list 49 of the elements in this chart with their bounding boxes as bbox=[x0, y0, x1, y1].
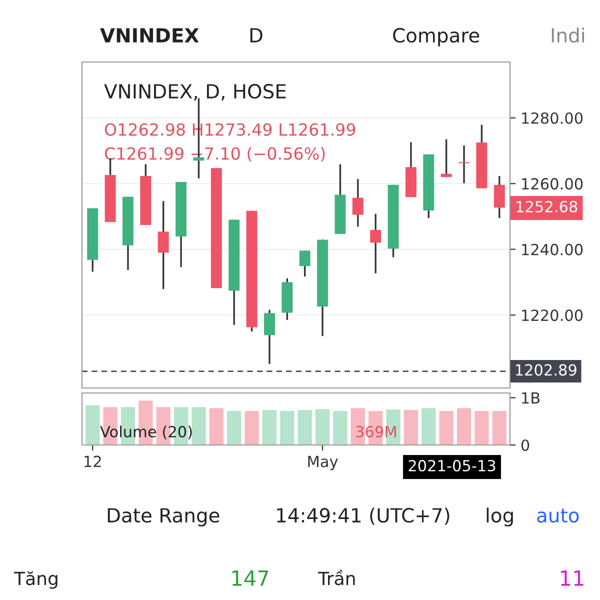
bar bbox=[404, 410, 418, 445]
text: Indi bbox=[552, 28, 584, 43]
candlestick bbox=[264, 308, 275, 365]
bar bbox=[333, 410, 348, 445]
candlestick bbox=[370, 212, 382, 274]
ref-line-label: 1202.89 bbox=[516, 364, 576, 376]
annotation: Volume (20) bbox=[100, 426, 192, 440]
bar bbox=[209, 408, 224, 445]
text: D bbox=[250, 28, 262, 42]
text: 2021-05-13 bbox=[408, 460, 496, 472]
text: 14:49:41 (UTC+7) bbox=[277, 508, 450, 525]
text: 1252.68 bbox=[516, 200, 578, 212]
bar bbox=[439, 410, 454, 445]
chart-title: VNINDEX bbox=[100, 28, 199, 42]
bar bbox=[456, 408, 472, 445]
text: auto bbox=[537, 508, 579, 523]
bar bbox=[262, 410, 277, 445]
y-tick-label: 1B bbox=[522, 392, 540, 404]
bar bbox=[298, 410, 312, 445]
bar bbox=[227, 410, 242, 445]
text: Compare bbox=[393, 28, 480, 46]
x-tick-label: 12 bbox=[84, 456, 101, 468]
candlestick bbox=[352, 178, 364, 228]
x-tick-label: May bbox=[308, 456, 338, 470]
y-tick-label: 1220.00 bbox=[522, 310, 583, 322]
bar bbox=[422, 408, 436, 445]
bar bbox=[492, 410, 506, 445]
candlestick bbox=[440, 138, 452, 178]
bar bbox=[280, 410, 294, 445]
candlestick bbox=[158, 200, 169, 290]
text: 11 bbox=[561, 570, 584, 586]
y-tick-label: 0 bbox=[521, 439, 530, 452]
bar bbox=[474, 410, 489, 445]
text: 147 bbox=[232, 570, 268, 586]
candlestick bbox=[494, 175, 505, 219]
candlestick bbox=[299, 250, 310, 278]
text: Date Range bbox=[108, 508, 220, 526]
bar bbox=[192, 407, 206, 445]
text: Trần bbox=[318, 570, 355, 586]
text: Tăng bbox=[14, 571, 58, 589]
bar bbox=[315, 409, 330, 445]
bar bbox=[244, 410, 259, 445]
y-tick-label: 1260.00 bbox=[522, 178, 583, 190]
text: VNINDEX, D, HOSE bbox=[104, 84, 286, 101]
bar bbox=[86, 405, 100, 445]
text: log bbox=[486, 508, 513, 526]
candlestick bbox=[458, 144, 470, 184]
y-tick-label: 1280.00 bbox=[522, 112, 583, 124]
y-tick-label: 1240.00 bbox=[522, 244, 583, 256]
